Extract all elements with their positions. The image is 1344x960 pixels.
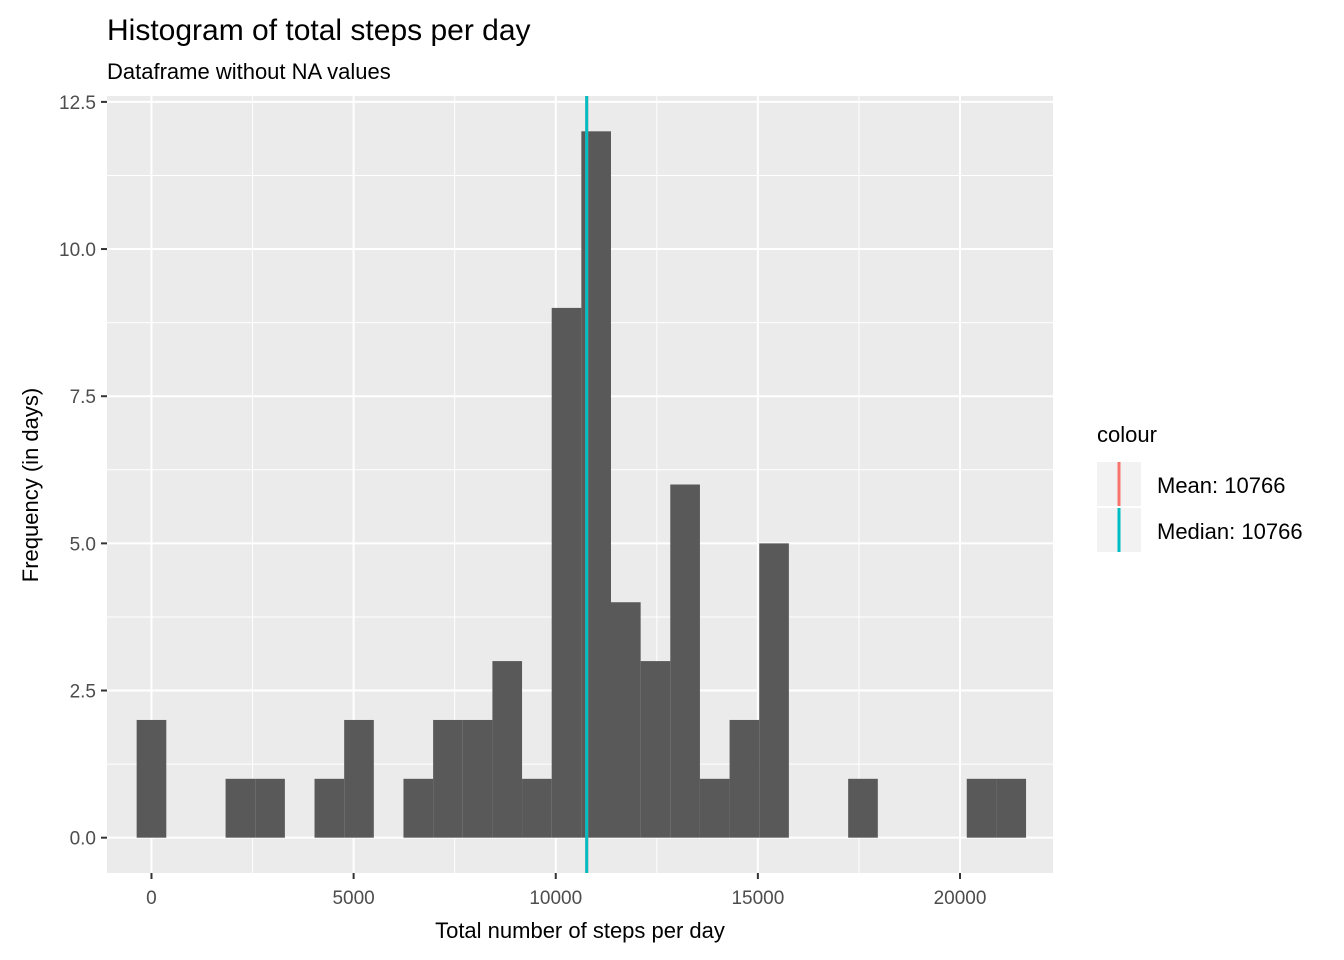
histogram-bar bbox=[640, 661, 671, 838]
histogram-bar bbox=[966, 778, 997, 838]
legend-label-median: Median: 10766 bbox=[1157, 519, 1303, 544]
histogram-bar bbox=[610, 602, 641, 838]
histogram-bar bbox=[344, 719, 374, 838]
histogram-bar bbox=[433, 719, 463, 838]
histogram-bar bbox=[225, 778, 256, 838]
histogram-bar bbox=[699, 778, 730, 838]
y-axis-label: Frequency (in days) bbox=[18, 388, 43, 582]
legend-title: colour bbox=[1097, 422, 1157, 447]
histogram-bar bbox=[136, 719, 167, 838]
x-tick-label: 15000 bbox=[731, 888, 784, 909]
y-tick-label: 0.0 bbox=[70, 829, 96, 850]
legend-entry-mean: Mean: 10766 bbox=[1097, 462, 1285, 506]
histogram-bar bbox=[522, 778, 552, 838]
y-tick-label: 7.5 bbox=[70, 387, 96, 408]
y-tick-label: 5.0 bbox=[70, 534, 96, 555]
histogram-bar bbox=[403, 778, 434, 838]
x-tick-label: 0 bbox=[146, 888, 157, 909]
histogram-bar bbox=[759, 543, 789, 838]
chart-title: Histogram of total steps per day bbox=[107, 14, 531, 47]
y-tick-label: 12.5 bbox=[59, 93, 96, 114]
x-tick-label: 20000 bbox=[934, 888, 987, 909]
chart-subtitle: Dataframe without NA values bbox=[107, 59, 391, 84]
histogram-bar bbox=[462, 719, 493, 838]
x-axis-label: Total number of steps per day bbox=[435, 918, 725, 943]
x-tick-label: 5000 bbox=[332, 888, 374, 909]
histogram-bar bbox=[848, 778, 878, 838]
legend: colour Mean: 10766 Median: 10766 bbox=[1097, 422, 1303, 552]
histogram-bar bbox=[551, 307, 582, 838]
histogram-bar bbox=[729, 719, 760, 838]
legend-label-mean: Mean: 10766 bbox=[1157, 473, 1285, 498]
x-axis-ticks: 0 5000 10000 15000 20000 bbox=[146, 873, 986, 909]
histogram-bar bbox=[670, 484, 700, 838]
histogram-bar bbox=[255, 778, 285, 838]
legend-entry-median: Median: 10766 bbox=[1097, 508, 1303, 552]
y-tick-label: 2.5 bbox=[70, 682, 96, 703]
histogram-bar bbox=[996, 778, 1027, 838]
y-axis-ticks: 0.0 2.5 5.0 7.5 10.0 12.5 bbox=[59, 93, 107, 850]
x-tick-label: 10000 bbox=[529, 888, 582, 909]
histogram-bar bbox=[492, 661, 523, 838]
histogram-bar bbox=[314, 778, 345, 838]
y-tick-label: 10.0 bbox=[59, 240, 96, 261]
